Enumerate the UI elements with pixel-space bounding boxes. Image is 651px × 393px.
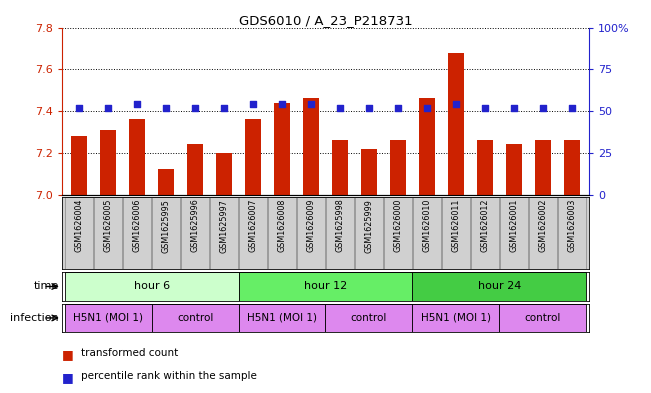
Point <box>161 105 171 111</box>
Bar <box>535 140 551 195</box>
Bar <box>239 196 267 269</box>
Bar <box>413 196 441 269</box>
Text: GSM1626012: GSM1626012 <box>480 199 490 252</box>
Point <box>393 105 403 111</box>
Bar <box>448 53 464 195</box>
Text: GSM1626003: GSM1626003 <box>567 199 576 252</box>
Point <box>74 105 85 111</box>
Text: GSM1626009: GSM1626009 <box>307 199 316 252</box>
Text: GSM1626002: GSM1626002 <box>538 199 547 252</box>
Text: GSM1626006: GSM1626006 <box>133 199 142 252</box>
Point <box>277 101 287 107</box>
Text: GDS6010 / A_23_P218731: GDS6010 / A_23_P218731 <box>239 14 412 27</box>
Point <box>422 105 432 111</box>
Text: GSM1626004: GSM1626004 <box>75 199 84 252</box>
Text: H5N1 (MOI 1): H5N1 (MOI 1) <box>73 313 143 323</box>
Point <box>566 105 577 111</box>
Bar <box>499 304 587 332</box>
Bar <box>390 140 406 195</box>
Text: GSM1626011: GSM1626011 <box>451 199 460 252</box>
Point <box>219 105 229 111</box>
Point <box>103 105 113 111</box>
Text: GSM1625998: GSM1625998 <box>335 199 344 252</box>
Bar <box>529 196 557 269</box>
Text: GSM1625999: GSM1625999 <box>365 199 374 253</box>
Bar <box>158 169 174 195</box>
Bar <box>274 103 290 195</box>
Text: infection: infection <box>10 313 59 323</box>
Bar <box>64 272 238 301</box>
Bar <box>326 304 413 332</box>
Point <box>248 101 258 107</box>
Bar <box>238 304 326 332</box>
Bar <box>442 196 470 269</box>
Text: GSM1626010: GSM1626010 <box>422 199 432 252</box>
Bar <box>413 272 587 301</box>
Bar <box>100 130 116 195</box>
Bar <box>210 196 238 269</box>
Bar <box>187 145 203 195</box>
Point <box>306 101 316 107</box>
Point <box>508 105 519 111</box>
Bar <box>471 196 499 269</box>
Bar <box>238 272 413 301</box>
Text: control: control <box>177 313 214 323</box>
Bar <box>71 136 87 195</box>
Text: GSM1625995: GSM1625995 <box>161 199 171 253</box>
Bar <box>419 99 435 195</box>
Bar <box>181 196 209 269</box>
Text: GSM1626000: GSM1626000 <box>393 199 402 252</box>
Bar <box>361 149 377 195</box>
Text: GSM1626007: GSM1626007 <box>249 199 258 252</box>
Text: H5N1 (MOI 1): H5N1 (MOI 1) <box>247 313 317 323</box>
Text: hour 24: hour 24 <box>478 281 521 292</box>
Point <box>538 105 548 111</box>
Text: GSM1626001: GSM1626001 <box>509 199 518 252</box>
Point <box>335 105 345 111</box>
Bar <box>129 119 145 195</box>
Bar <box>326 196 354 269</box>
Bar <box>65 196 93 269</box>
Point <box>190 105 201 111</box>
Bar <box>477 140 493 195</box>
Bar <box>564 140 580 195</box>
Text: control: control <box>351 313 387 323</box>
Text: hour 12: hour 12 <box>304 281 347 292</box>
Text: ■: ■ <box>62 371 74 384</box>
Bar <box>558 196 586 269</box>
Bar <box>152 196 180 269</box>
Bar <box>355 196 383 269</box>
Bar <box>506 145 522 195</box>
Text: time: time <box>33 281 59 292</box>
Text: GSM1625996: GSM1625996 <box>191 199 200 252</box>
Text: GSM1625997: GSM1625997 <box>219 199 229 253</box>
Text: transformed count: transformed count <box>81 348 178 358</box>
Bar <box>123 196 151 269</box>
Text: GSM1626008: GSM1626008 <box>277 199 286 252</box>
Text: percentile rank within the sample: percentile rank within the sample <box>81 371 257 381</box>
Bar <box>303 99 319 195</box>
Text: control: control <box>525 313 561 323</box>
Bar <box>94 196 122 269</box>
Bar <box>332 140 348 195</box>
Bar <box>216 153 232 195</box>
Bar <box>64 304 152 332</box>
Text: ■: ■ <box>62 348 74 361</box>
Point <box>364 105 374 111</box>
Text: GSM1626005: GSM1626005 <box>104 199 113 252</box>
Point <box>132 101 143 107</box>
Point <box>480 105 490 111</box>
Bar <box>413 304 499 332</box>
Text: hour 6: hour 6 <box>133 281 170 292</box>
Bar <box>297 196 325 269</box>
Bar <box>152 304 238 332</box>
Bar <box>245 119 261 195</box>
Text: H5N1 (MOI 1): H5N1 (MOI 1) <box>421 313 491 323</box>
Bar <box>268 196 296 269</box>
Bar <box>384 196 412 269</box>
Bar <box>500 196 528 269</box>
Point <box>450 101 461 107</box>
